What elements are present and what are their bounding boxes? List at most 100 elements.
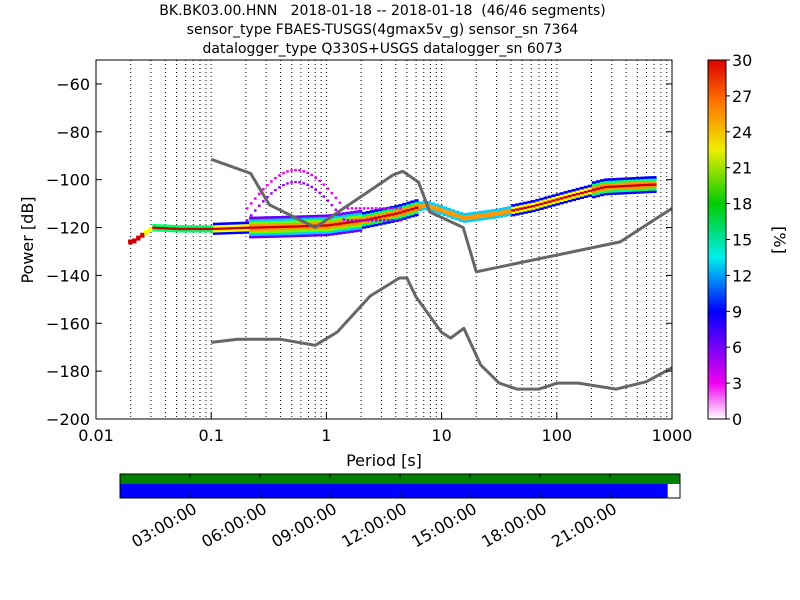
heatmap-cell xyxy=(591,188,597,192)
heatmap-cell xyxy=(353,210,359,214)
x-tick-label: 1000 xyxy=(652,426,693,445)
heatmap-cell xyxy=(136,235,141,239)
heatmap-cell xyxy=(611,187,617,191)
heatmap-cell xyxy=(366,219,370,222)
heatmap-cell xyxy=(539,207,544,210)
heatmap-cell xyxy=(599,193,605,197)
heatmap-cell xyxy=(349,211,355,214)
heatmap-cell xyxy=(341,212,347,215)
heatmap-cell xyxy=(571,198,576,202)
heatmap-cell xyxy=(245,231,250,234)
heatmap-cell xyxy=(325,228,331,232)
heatmap-cell xyxy=(382,214,387,218)
heatmap-cell xyxy=(644,190,649,194)
heatmap-cell xyxy=(446,210,451,213)
heatmap-cell xyxy=(495,210,500,214)
heatmap-cell xyxy=(164,229,169,232)
heatmap-cell xyxy=(265,223,270,227)
heatmap-cell xyxy=(446,214,451,218)
heatmap-cell xyxy=(329,218,335,222)
heatmap-cell xyxy=(402,212,407,216)
heatmap-cell xyxy=(309,229,314,232)
heatmap-cell xyxy=(442,208,447,212)
timeline-tick-label: 15:00:00 xyxy=(408,499,480,551)
heatmap-cell xyxy=(410,214,415,218)
heatmap-cell xyxy=(402,214,407,218)
heatmap-cell xyxy=(390,220,395,223)
heatmap-cell xyxy=(345,223,351,227)
heatmap-cell xyxy=(462,213,468,216)
heatmap-cell xyxy=(366,210,371,214)
heatmap-cell xyxy=(462,217,468,221)
heatmap-cell xyxy=(361,226,367,229)
heatmap-cell xyxy=(301,222,306,226)
heatmap-cell xyxy=(277,215,282,219)
heatmap-cell xyxy=(603,187,609,191)
heatmap-cell xyxy=(382,219,386,222)
heatmap-cell xyxy=(382,217,387,220)
heatmap-cell xyxy=(297,224,302,228)
heatmap-cell xyxy=(430,209,435,213)
colorbar-tick-label: 12 xyxy=(732,266,752,285)
heatmap-cell xyxy=(265,218,270,222)
heatmap-cell xyxy=(361,216,367,220)
heatmap-cell xyxy=(349,223,355,226)
heatmap-cell xyxy=(361,223,367,227)
heatmap-cell xyxy=(176,229,181,233)
heatmap-cell xyxy=(462,220,468,223)
heatmap-cell xyxy=(523,204,528,207)
heatmap-cell xyxy=(370,224,375,228)
heatmap-cell xyxy=(333,220,339,224)
heatmap-cell xyxy=(357,214,363,218)
heatmap-cell xyxy=(305,234,310,237)
heatmap-cell xyxy=(567,192,572,195)
heatmap-cell xyxy=(648,185,653,189)
colorbar-ticks: 0 3 6 9 12 15 18 21 24 27 30 xyxy=(726,51,752,429)
heatmap-cell xyxy=(274,176,277,180)
heatmap-cell xyxy=(196,225,201,228)
heatmap-cell xyxy=(434,208,439,212)
heatmap-cell xyxy=(366,215,371,219)
heatmap-cell xyxy=(442,213,447,217)
timeline-coverage-bar xyxy=(120,474,680,484)
heatmap-cell xyxy=(172,224,177,228)
heatmap-cell xyxy=(547,197,552,201)
heatmap-cell xyxy=(644,183,649,187)
heatmap-cell xyxy=(232,226,238,230)
y-tick-label: −80 xyxy=(56,123,90,142)
heatmap-cell xyxy=(535,198,540,202)
heatmap-cell xyxy=(293,220,298,223)
heatmap-cell xyxy=(406,213,411,217)
heatmap-cell xyxy=(511,206,516,210)
heatmap-cell xyxy=(289,232,294,235)
heatmap-cell xyxy=(519,204,524,208)
heatmap-cell xyxy=(511,211,516,214)
colorbar xyxy=(707,59,727,420)
heatmap-cell xyxy=(265,225,270,229)
heatmap-cell xyxy=(591,181,597,184)
heatmap-cell xyxy=(236,229,242,232)
heatmap-cell xyxy=(547,205,552,208)
y-tick-label: −200 xyxy=(46,410,90,429)
heatmap-cell xyxy=(563,195,568,199)
heatmap-cell xyxy=(261,228,266,231)
heatmap-cell xyxy=(345,228,351,232)
heatmap-cell xyxy=(555,193,560,196)
heatmap-cell xyxy=(140,232,145,236)
heatmap-cell xyxy=(644,181,649,184)
heatmap-cell xyxy=(636,191,641,194)
heatmap-cell xyxy=(294,180,297,184)
heatmap-cell xyxy=(349,213,355,217)
heatmap-cell xyxy=(192,225,197,228)
heatmap-cell xyxy=(361,214,367,217)
timeline-tick-label: 03:00:00 xyxy=(128,499,200,551)
heatmap-cell xyxy=(539,204,544,208)
heatmap-cell xyxy=(391,207,394,210)
heatmap-cell xyxy=(370,222,375,225)
heatmap-cell xyxy=(442,211,447,214)
heatmap-cell xyxy=(274,188,277,192)
heatmap-cell xyxy=(438,209,443,213)
heatmap-cell xyxy=(382,207,386,210)
heatmap-cell xyxy=(257,226,262,229)
heatmap-cell xyxy=(262,200,265,203)
